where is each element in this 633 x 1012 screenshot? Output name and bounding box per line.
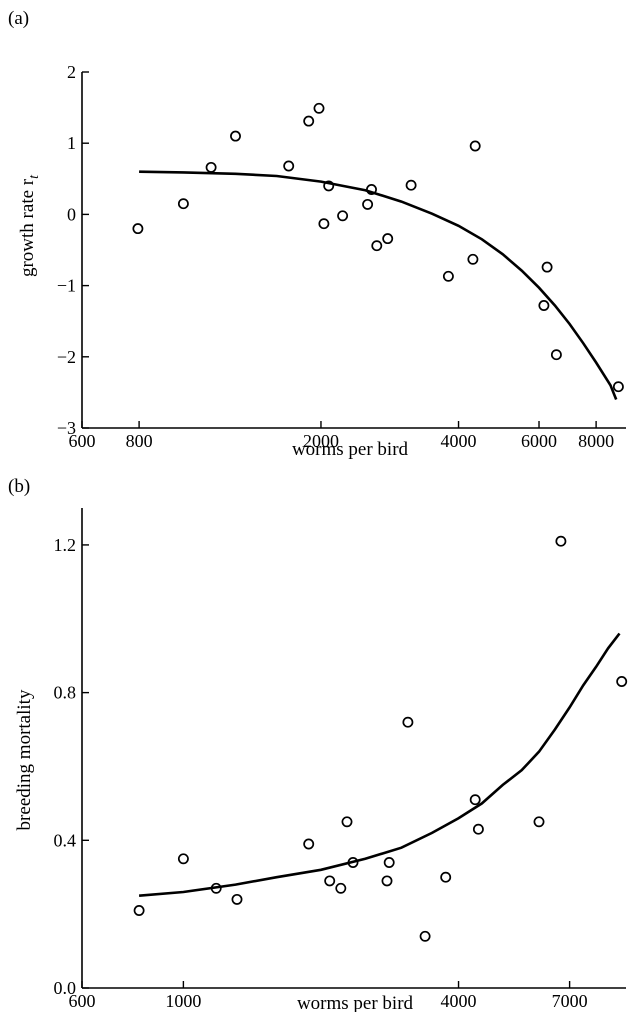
panel-b-data-point: [231, 893, 243, 905]
panel-a-y-tick-label: 0: [67, 204, 76, 224]
panel-b-data-point: [419, 930, 431, 942]
panel-b-data-point: [469, 794, 481, 806]
panel-a-y-axis-label-main: growth rate r: [17, 178, 38, 277]
panel-a-data-point: [323, 180, 335, 192]
panel-a-y-tick-label: −1: [57, 276, 76, 296]
panel-a-x-tick-label: 4000: [441, 431, 477, 451]
panel-a-label: (a): [8, 8, 29, 29]
panel-a-y-tick-label: 2: [67, 62, 76, 82]
panel-b-data-point: [341, 816, 353, 828]
panel-b-y-tick-label: 0.8: [54, 683, 77, 703]
panel-b-y-tick-label: 0.4: [54, 830, 77, 850]
panel-a-data-point: [283, 160, 295, 172]
panel-a-fit-curve: [139, 170, 618, 400]
panel-b-data-point: [381, 875, 393, 887]
panel-a-x-tick-label: 8000: [578, 431, 614, 451]
panel-a-x-tick-label: 600: [69, 431, 96, 451]
panel-b-x-tick-label: 1000: [165, 991, 201, 1011]
panel-a-x-tick-label: 6000: [521, 431, 557, 451]
panel-a-data-point: [541, 261, 553, 273]
panel-b-y-axis-label: breeding mortality: [14, 689, 35, 830]
panel-a-data-point: [371, 240, 383, 252]
panel-a-y-tick-label: 1: [67, 133, 76, 153]
panel-a-data-point: [230, 130, 241, 142]
panel-a-x-tick-label: 800: [126, 431, 153, 451]
panel-b-fit-curve-group: [138, 632, 621, 897]
panel-a-data-point: [366, 184, 377, 195]
panel-b-data-point: [210, 882, 222, 894]
panel-b-data-point: [335, 882, 347, 894]
panel-a-data-point: [442, 270, 454, 282]
panel-a-x-axis-label: worms per bird: [292, 439, 409, 460]
panel-b-data-point: [383, 857, 395, 868]
panel-b-data-point: [324, 875, 336, 887]
panel-a-data-point: [362, 198, 374, 210]
panel-b-fit-curve: [138, 632, 621, 897]
panel-a-data-point: [467, 253, 479, 265]
panel-b-points: [133, 535, 628, 942]
panel-a-y-axis-label: growth rate rt: [17, 174, 42, 277]
panel-b-data-point: [347, 857, 359, 868]
panel-b-x-axis-label: worms per bird: [297, 993, 414, 1012]
panel-a-data-point: [132, 223, 144, 235]
panel-a-data-point: [469, 140, 481, 152]
panel-b-x-tick-label: 600: [69, 991, 96, 1011]
panel-b-data-point: [472, 823, 484, 835]
panel-a-data-point: [205, 161, 217, 173]
panel-a-points: [132, 102, 624, 393]
panel-b-label: (b): [8, 476, 30, 497]
panel-b-data-point: [555, 535, 567, 547]
panel-b-data-point: [303, 838, 315, 850]
panel-b-data-point: [402, 716, 414, 728]
panel-a-data-point: [612, 381, 624, 393]
panel-b-y-tick-label: 0.0: [54, 978, 77, 998]
panel-b-x-tick-label: 4000: [441, 991, 477, 1011]
panel-a-data-point: [550, 349, 562, 361]
panel-b-ticks: 0.0 0.4 0.8 1.2 600 1000 4000 7000: [54, 535, 588, 1011]
panel-b-data-point: [440, 871, 452, 883]
panel-a-data-point: [405, 179, 417, 191]
panel-a-data-point: [318, 218, 330, 230]
panel-a-data-point: [313, 102, 325, 114]
panel-a: (a) −3 −2 −1 0 1 2 600 800 2000 4000 6000 8000 worm…: [8, 8, 626, 460]
panel-a-y-tick-label: −3: [57, 418, 76, 438]
panel-a-data-point: [337, 210, 349, 222]
panel-a-y-tick-label: −2: [57, 347, 76, 367]
panel-a-data-point: [382, 233, 394, 245]
panel-b: (b) 0.0 0.4 0.8 1.2 600 1000 4000 7000 worms pe…: [8, 476, 628, 1012]
panel-b-data-point: [533, 816, 545, 828]
panel-a-ticks: −3 −2 −1 0 1 2 600 800 2000 4000 6000 8000: [57, 62, 614, 451]
panel-a-data-point: [177, 198, 189, 210]
panel-b-y-tick-label: 1.2: [54, 535, 77, 555]
panel-b-data-point: [177, 853, 189, 865]
panel-a-x-tick-label: 2000: [303, 431, 339, 451]
panel-b-data-point: [616, 676, 628, 687]
panel-b-x-tick-label: 7000: [552, 991, 588, 1011]
panel-b-data-point: [133, 905, 145, 916]
panel-a-data-point: [303, 115, 315, 127]
panel-a-y-axis-label-subscript: t: [27, 174, 42, 179]
panel-a-data-point: [538, 300, 550, 311]
panel-a-fit-curve-group: [139, 170, 618, 400]
